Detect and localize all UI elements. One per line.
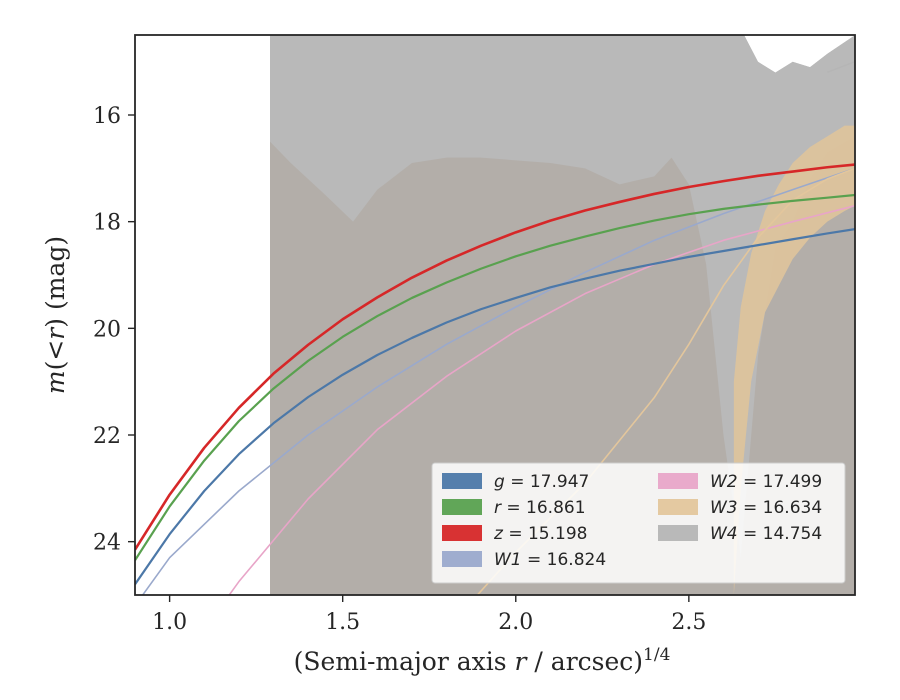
legend-label-z: z = 15.198	[493, 524, 587, 544]
legend-swatch-w2	[658, 473, 698, 489]
x-tick-label: 1.0	[152, 610, 187, 635]
legend-swatch-z	[442, 525, 482, 541]
legend-swatch-w3	[658, 499, 698, 515]
legend-label-r: r = 16.861	[494, 498, 586, 518]
y-tick-label: 22	[93, 424, 121, 449]
legend-label-w1: W1 = 16.824	[494, 550, 606, 570]
y-tick-label: 20	[93, 317, 121, 342]
series-line-r	[135, 193, 855, 561]
x-tick-label: 2.5	[671, 610, 706, 635]
series-line-z	[135, 163, 855, 551]
legend-swatch-g	[442, 473, 482, 489]
legend-swatch-w1	[442, 551, 482, 567]
legend-label-w3: W3 = 16.634	[710, 498, 822, 518]
axes: 1.0 1.5 2.0 2.5 16 18 20 22 24	[93, 34, 856, 635]
y-axis-label: m(<r) (mag)	[41, 236, 70, 394]
y-tick-label: 18	[93, 211, 121, 236]
axes-frame	[134, 34, 856, 596]
legend-label-g: g = 17.947	[494, 472, 589, 492]
x-tick-label: 1.5	[325, 610, 360, 635]
legend-label-w4: W4 = 14.754	[710, 524, 822, 544]
band-w4-notch	[744, 35, 855, 73]
y-tick-label: 16	[93, 104, 121, 129]
legend: g = 17.947 r = 16.861 z = 15.198 W1 = 16.82…	[431, 462, 846, 584]
legend-box	[431, 462, 846, 584]
legend-label-w2: W2 = 17.499	[710, 472, 822, 492]
series-line-w2	[228, 204, 855, 595]
series-line-g	[135, 228, 855, 585]
x-axis-label: (Semi-major axis r / arcsec)1/4	[294, 645, 671, 676]
series-line-w4	[827, 61, 855, 73]
legend-swatch-r	[442, 499, 482, 515]
y-tick-label: 24	[93, 531, 121, 556]
x-tick-label: 2.0	[498, 610, 533, 635]
series-line-w1	[141, 167, 855, 595]
legend-swatch-w4	[658, 525, 698, 541]
